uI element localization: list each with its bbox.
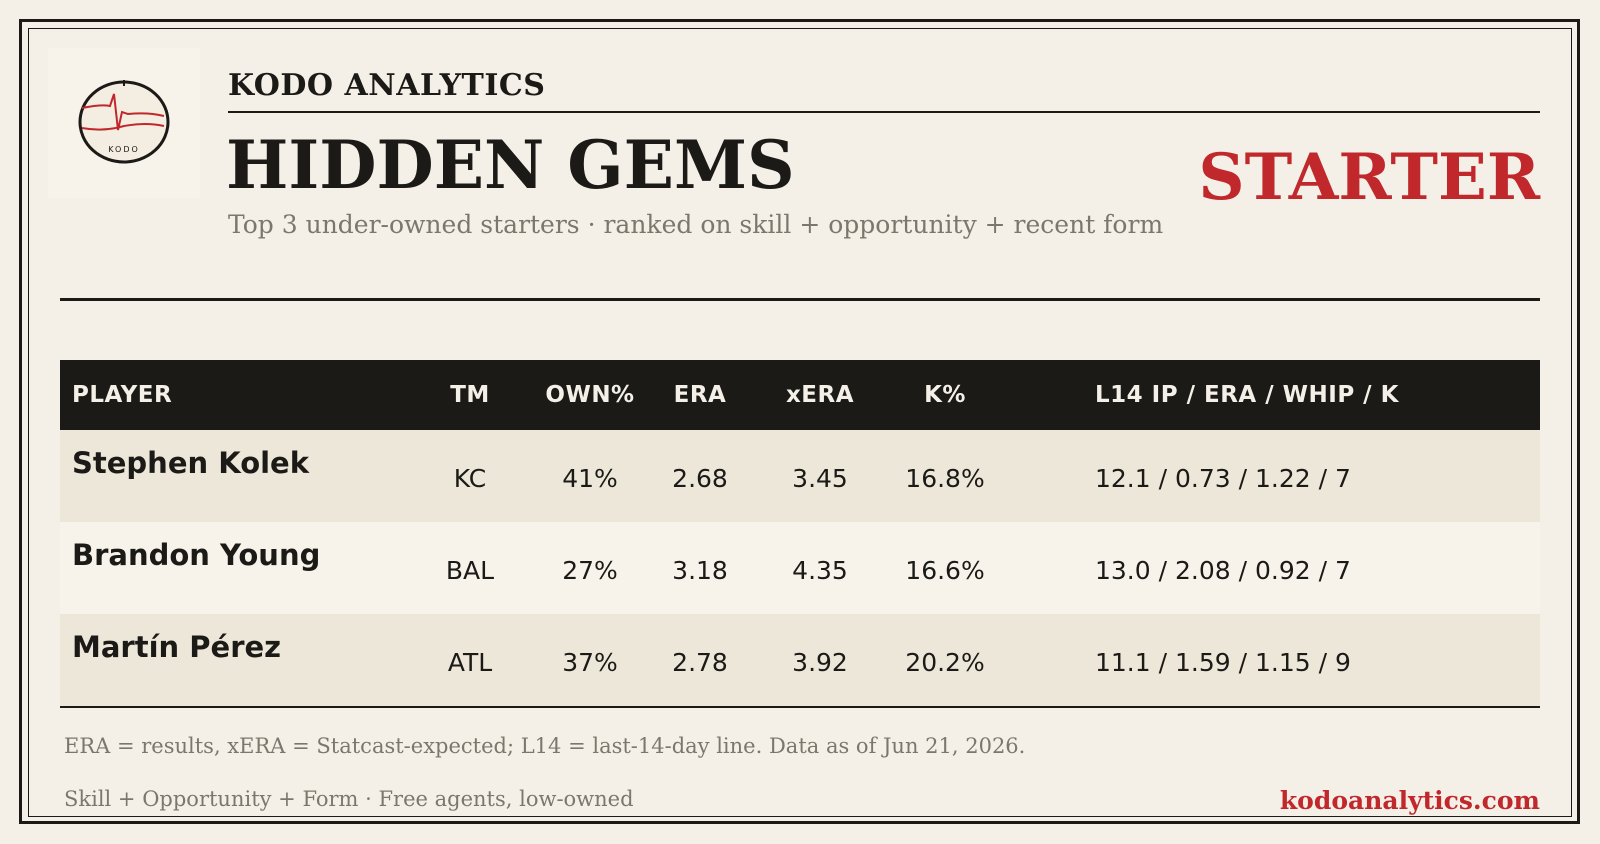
header-team: TM bbox=[450, 382, 490, 408]
outer-frame bbox=[19, 19, 1580, 824]
player-name: Stephen Kolek bbox=[72, 446, 310, 480]
footnote: ERA = results, xERA = Statcast-expected;… bbox=[64, 734, 1026, 758]
k-pct: 16.8% bbox=[905, 464, 985, 493]
own-pct: 37% bbox=[562, 648, 618, 677]
table-row: Brandon Young BAL 27% 3.18 4.35 16.6% 13… bbox=[60, 522, 1540, 614]
table-bottom-rule bbox=[60, 706, 1540, 708]
l14-line: 12.1 / 0.73 / 1.22 / 7 bbox=[1095, 464, 1351, 493]
footer-tagline: Skill + Opportunity + Form · Free agents… bbox=[64, 787, 634, 811]
table-header: PLAYER TM OWN% ERA xERA K% L14 IP / ERA … bbox=[60, 360, 1540, 430]
player-name: Brandon Young bbox=[72, 538, 321, 572]
position-tag: STARTER bbox=[1198, 140, 1540, 215]
logo: KODO bbox=[48, 48, 200, 198]
k-pct: 16.6% bbox=[905, 556, 985, 585]
logo-text: KODO bbox=[108, 145, 140, 154]
team: KC bbox=[453, 464, 487, 493]
l14-line: 13.0 / 2.08 / 0.92 / 7 bbox=[1095, 556, 1351, 585]
xera: 3.45 bbox=[792, 464, 848, 493]
team: BAL bbox=[445, 556, 495, 585]
era: 2.68 bbox=[672, 464, 728, 493]
inner-frame bbox=[28, 28, 1572, 817]
header-own: OWN% bbox=[545, 382, 635, 408]
xera: 3.92 bbox=[792, 648, 848, 677]
footer-website-link[interactable]: kodoanalytics.com bbox=[1279, 786, 1540, 815]
header-k: K% bbox=[924, 382, 966, 408]
brand-divider bbox=[228, 111, 1540, 113]
header-xera: xERA bbox=[785, 382, 855, 408]
era: 3.18 bbox=[672, 556, 728, 585]
xera: 4.35 bbox=[792, 556, 848, 585]
table-row: Stephen Kolek KC 41% 2.68 3.45 16.8% 12.… bbox=[60, 430, 1540, 522]
team: ATL bbox=[447, 648, 493, 677]
own-pct: 27% bbox=[562, 556, 618, 585]
own-pct: 41% bbox=[562, 464, 618, 493]
brand-name: KODO ANALYTICS bbox=[228, 68, 546, 103]
table-row: Martín Pérez ATL 37% 2.78 3.92 20.2% 11.… bbox=[60, 614, 1540, 706]
header-divider bbox=[60, 298, 1540, 301]
heartbeat-circle-logo-icon: KODO bbox=[78, 80, 170, 164]
stats-table: PLAYER TM OWN% ERA xERA K% L14 IP / ERA … bbox=[60, 360, 1540, 708]
player-name: Martín Pérez bbox=[72, 630, 282, 664]
subtitle: Top 3 under-owned starters · ranked on s… bbox=[228, 210, 1164, 239]
header-player: PLAYER bbox=[72, 382, 173, 408]
header-l14: L14 IP / ERA / WHIP / K bbox=[1095, 382, 1399, 408]
l14-line: 11.1 / 1.59 / 1.15 / 9 bbox=[1095, 648, 1351, 677]
k-pct: 20.2% bbox=[905, 648, 985, 677]
page-title: HIDDEN GEMS bbox=[226, 126, 795, 204]
header-era: ERA bbox=[673, 382, 727, 408]
era: 2.78 bbox=[672, 648, 728, 677]
